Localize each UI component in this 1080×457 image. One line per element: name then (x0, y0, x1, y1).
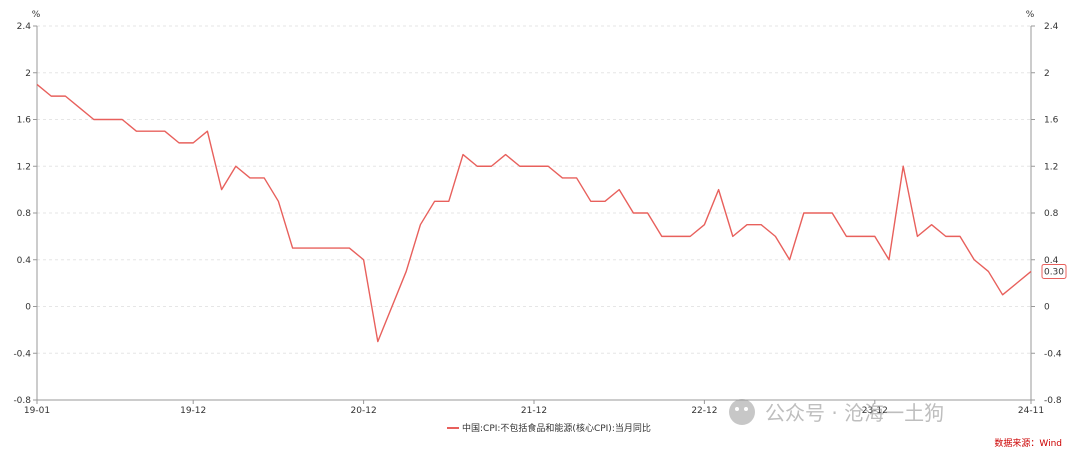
watermark: 公众号 · 沧海一土狗 (729, 399, 944, 425)
last-value-label: 0.30 (1044, 267, 1064, 277)
y-tick-label-left: -0.4 (13, 349, 31, 359)
data-source-note: 数据来源：Wind (994, 437, 1062, 449)
watermark-text: 公众号 · 沧海一土狗 (765, 401, 944, 425)
y-tick-label-right: 1.6 (1044, 116, 1059, 126)
wechat-icon-eye-right (744, 407, 748, 411)
y-tick-label-right: 0.4 (1044, 256, 1059, 266)
y-tick-label-left: 2.4 (17, 22, 32, 32)
x-tick-label: 20-12 (351, 406, 377, 416)
gridlines (37, 25, 1031, 354)
x-tick-label: 23-12 (862, 406, 888, 416)
left-y-axis-ticks: 2.4 2 1.6 1.2 0.8 0.4 0 -0.4 -0.8 (13, 22, 31, 406)
y-tick-label-right: 1.2 (1044, 162, 1058, 172)
legend[interactable]: 中国:CPI:不包括食品和能源(核心CPI):当月同比 (447, 422, 651, 434)
y-tick-label-left: 0.4 (17, 256, 32, 266)
y-tick-label-right: 2 (1044, 69, 1050, 79)
y-tick-label-left: -0.8 (13, 396, 31, 406)
right-unit-label: % (1026, 10, 1035, 20)
y-tick-label-right: 0.8 (1044, 209, 1059, 219)
y-tick-label-right: 0 (1044, 303, 1050, 313)
y-tick-label-left: 1.2 (17, 162, 31, 172)
y-tick-label-left: 1.6 (17, 116, 32, 126)
y-tick-label-right: -0.8 (1044, 396, 1062, 406)
series-line-core-cpi (36, 83, 1032, 343)
legend-label: 中国:CPI:不包括食品和能源(核心CPI):当月同比 (462, 422, 651, 434)
y-tick-label-right: 2.4 (1044, 22, 1059, 32)
y-tick-label-left: 0.8 (17, 209, 32, 219)
x-tick-label: 22-12 (691, 406, 717, 416)
left-unit-label: % (32, 10, 41, 20)
y-tick-label-right: -0.4 (1044, 349, 1062, 359)
y-tick-label-left: 0 (25, 303, 31, 313)
wechat-icon (729, 399, 755, 425)
x-tick-label: 19-12 (180, 406, 206, 416)
axes (33, 25, 1035, 404)
x-tick-label: 21-12 (521, 406, 547, 416)
x-tick-label: 19-01 (24, 406, 50, 416)
wechat-icon-eye-left (735, 407, 739, 411)
x-tick-label: 24-11 (1018, 406, 1044, 416)
y-tick-label-left: 2 (25, 69, 31, 79)
right-y-axis-ticks: 2.4 2 1.6 1.2 0.8 0.4 0 -0.4 -0.8 (1044, 22, 1062, 406)
series-lines: 0.30 (36, 83, 1067, 343)
last-value-box (1041, 263, 1067, 279)
x-axis-ticks: 19-01 19-12 20-12 21-12 22-12 23-12 24-11 (24, 406, 1044, 416)
